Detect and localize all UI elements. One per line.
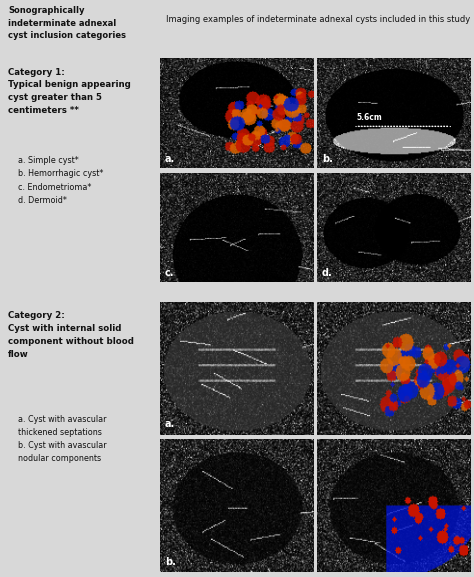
Text: Category 2:
Cyst with internal solid
component without blood
flow: Category 2: Cyst with internal solid com… <box>8 311 134 359</box>
Text: b.: b. <box>165 557 176 567</box>
Text: a.: a. <box>165 419 175 429</box>
Text: Category 1:
Typical benign appearing
cyst greater than 5
centimeters **: Category 1: Typical benign appearing cys… <box>8 68 131 115</box>
Text: Sonographically
indeterminate adnexal
cyst inclusion categories: Sonographically indeterminate adnexal cy… <box>8 6 126 40</box>
Text: a. Cyst with avascular
    thickened septations
    b. Cyst with avascular
    n: a. Cyst with avascular thickened septati… <box>8 415 107 463</box>
Text: 5.6cm: 5.6cm <box>357 113 383 122</box>
Text: a. Simple cyst*
    b. Hemorrhagic cyst*
    c. Endometrioma*
    d. Dermoid*: a. Simple cyst* b. Hemorrhagic cyst* c. … <box>8 156 103 205</box>
Text: b.: b. <box>322 153 333 163</box>
Text: d.: d. <box>322 268 332 278</box>
Text: a.: a. <box>165 153 175 163</box>
Text: c.: c. <box>165 268 174 278</box>
Text: Imaging examples of indeterminate adnexal cysts included in this study: Imaging examples of indeterminate adnexa… <box>166 15 471 24</box>
